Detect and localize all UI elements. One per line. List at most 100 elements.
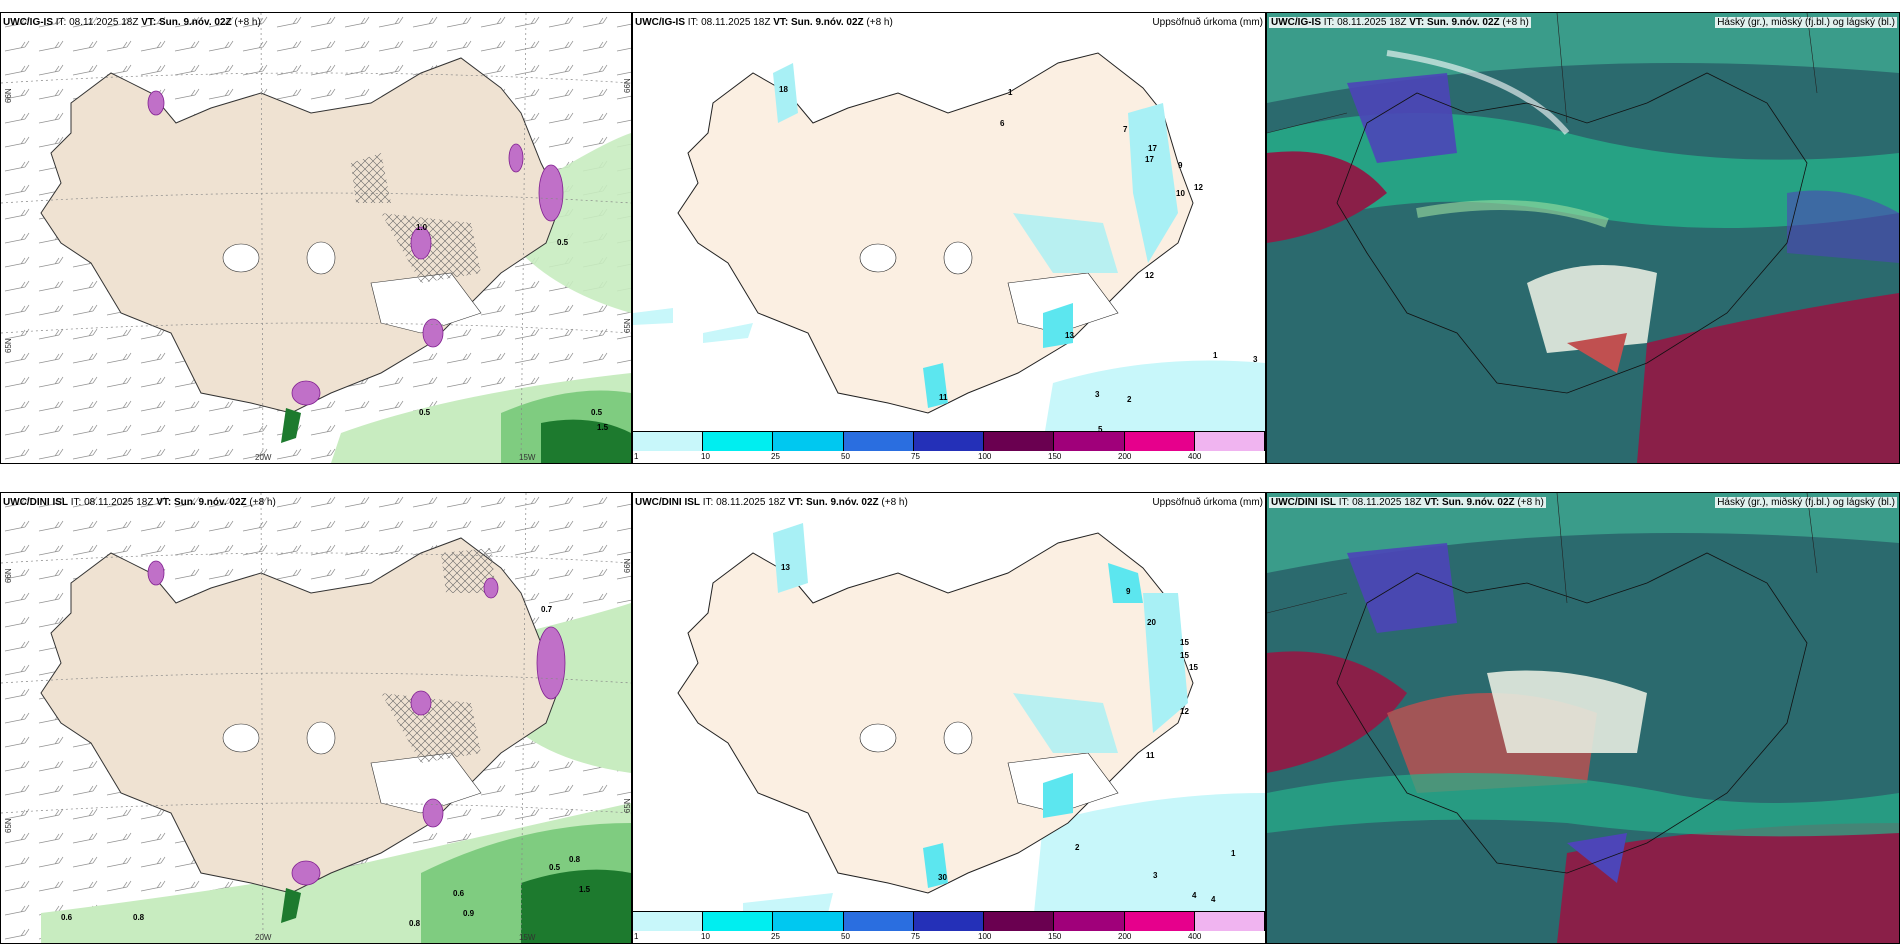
precip-value: 6 xyxy=(1000,119,1005,128)
precip-value: 0.9 xyxy=(463,909,475,918)
lat-label: 65N xyxy=(623,798,632,813)
lat-label: 65N xyxy=(4,338,13,353)
model-name: UWC/DINI ISL xyxy=(3,497,68,508)
colorbar-tick: 200 xyxy=(1118,932,1132,941)
panel-bottom-middle-precip: UWC/DINI ISL IT: 08.11.2025 18Z VT: Sun.… xyxy=(632,492,1266,944)
precip-value: 1 xyxy=(1008,88,1013,97)
init-prefix: IT: xyxy=(687,17,699,28)
precip-value: 2 xyxy=(1075,843,1080,852)
colorbar-tick: 400 xyxy=(1188,932,1202,941)
lead-time: (+8 h) xyxy=(866,17,893,28)
panel-header: UWC/DINI ISL IT: 08.11.2025 18Z VT: Sun.… xyxy=(3,497,276,508)
precip-value: 3 xyxy=(1153,871,1158,880)
colorbar-tick: 50 xyxy=(841,452,850,461)
precip-value: 1.5 xyxy=(597,423,609,432)
precip-value: 12 xyxy=(1145,271,1154,280)
precip-value: 5 xyxy=(1098,425,1103,434)
precip-colorbar xyxy=(633,431,1265,451)
colorbar-tick: 150 xyxy=(1048,452,1062,461)
lat-label: 66N xyxy=(623,78,632,93)
precip-value: 0.7 xyxy=(541,605,553,614)
lon-label: 15W xyxy=(519,453,536,462)
colorbar-swatch xyxy=(703,432,774,451)
colorbar-tick: 10 xyxy=(701,932,710,941)
panel-header: UWC/DINI ISL IT: 08.11.2025 18Z VT: Sun.… xyxy=(635,497,908,508)
precip-value: 15 xyxy=(1189,663,1198,672)
model-name: UWC/IG-IS xyxy=(1271,17,1321,28)
model-name: UWC/DINI ISL xyxy=(635,497,700,508)
colorbar-swatch xyxy=(1194,432,1265,451)
precip-value: 4 xyxy=(1192,891,1197,900)
lead-time: (+8 h) xyxy=(249,497,276,508)
colorbar-swatch xyxy=(1194,912,1265,931)
panel-top-middle-precip: UWC/IG-IS IT: 08.11.2025 18Z VT: Sun. 9.… xyxy=(632,12,1266,464)
cloud-map xyxy=(1267,13,1899,463)
colorbar-tick: 100 xyxy=(978,932,992,941)
valid-time: VT: Sun. 9.nóv. 02Z xyxy=(773,17,864,28)
colorbar-swatch xyxy=(1054,432,1125,451)
lon-label: 20W xyxy=(255,453,272,462)
init-prefix: IT: xyxy=(702,497,714,508)
init-prefix: IT: xyxy=(1323,17,1335,28)
init-time: 08.11.2025 18Z xyxy=(1337,17,1407,28)
lat-label: 65N xyxy=(623,318,632,333)
init-prefix: IT: xyxy=(70,497,82,508)
precip-value: 1.5 xyxy=(579,885,591,894)
colorbar-swatch xyxy=(913,432,985,451)
precip-value: 12 xyxy=(1180,707,1189,716)
panel-title: Uppsöfnuð úrkoma (mm) xyxy=(1152,497,1263,508)
precip-value: 10 xyxy=(1176,189,1185,198)
precip-value: 18 xyxy=(779,85,788,94)
init-time: 08.11.2025 18Z xyxy=(84,497,154,508)
precip-value: 2 xyxy=(1127,395,1132,404)
colorbar-tick: 200 xyxy=(1118,452,1132,461)
precip-value: 3 xyxy=(1095,390,1100,399)
precip-value: 0.8 xyxy=(133,913,145,922)
precip-value: 9 xyxy=(1126,587,1131,596)
colorbar-swatch xyxy=(1124,432,1195,451)
precip-value: 0.8 xyxy=(569,855,581,864)
panel-title: Uppsöfnuð úrkoma (mm) xyxy=(1152,17,1263,28)
panel-header: UWC/IG-IS IT: 08.11.2025 18Z VT: Sun. 9.… xyxy=(3,17,261,28)
colorbar-swatch xyxy=(633,912,704,931)
precip-value: 0.6 xyxy=(61,913,73,922)
precip-value: 12 xyxy=(1194,183,1203,192)
precip-value: 20 xyxy=(1147,618,1156,627)
precip-value: 3 xyxy=(1253,355,1258,364)
precip-value: 0.8 xyxy=(409,919,421,928)
init-time: 08.11.2025 18Z xyxy=(716,497,786,508)
precip-value: 9 xyxy=(1178,161,1183,170)
colorbar-swatch xyxy=(843,912,914,931)
colorbar-swatch xyxy=(984,912,1055,931)
colorbar-tick: 75 xyxy=(911,452,920,461)
cloud-map xyxy=(1267,493,1899,943)
colorbar-tick: 50 xyxy=(841,932,850,941)
panel-top-left-wind: UWC/IG-IS IT: 08.11.2025 18Z VT: Sun. 9.… xyxy=(0,12,632,464)
valid-time: VT: Sun. 9.nóv. 02Z xyxy=(156,497,247,508)
precip-value: 13 xyxy=(1065,331,1074,340)
panel-title: Háský (gr.), miðský (fj.bl.) og lágský (… xyxy=(1715,17,1897,28)
precip-value: 15 xyxy=(1180,638,1189,647)
wind-map xyxy=(1,13,631,463)
lon-label: 20W xyxy=(255,933,272,942)
panel-title: Háský (gr.), miðský (fj.bl.) og lágský (… xyxy=(1715,497,1897,508)
precip-value: 7 xyxy=(1123,125,1128,134)
colorbar-swatch xyxy=(633,432,704,451)
precip-value: 15 xyxy=(1180,651,1189,660)
colorbar-tick: 1 xyxy=(634,932,639,941)
precip-value: 30 xyxy=(938,873,947,882)
lat-label: 66N xyxy=(623,558,632,573)
precip-value: 11 xyxy=(939,393,948,402)
model-name: UWC/IG-IS xyxy=(3,17,53,28)
colorbar-tick: 1 xyxy=(634,452,639,461)
precip-value: 4 xyxy=(1211,895,1216,904)
wind-map xyxy=(1,493,631,943)
panel-bottom-right-clouds: UWC/DINI ISL IT: 08.11.2025 18Z VT: Sun.… xyxy=(1266,492,1900,944)
lat-label: 66N xyxy=(4,568,13,583)
colorbar-swatch xyxy=(1054,912,1125,931)
colorbar-swatch xyxy=(773,432,844,451)
panel-header: UWC/IG-IS IT: 08.11.2025 18Z VT: Sun. 9.… xyxy=(1269,17,1531,28)
init-time: 08.11.2025 18Z xyxy=(1352,497,1422,508)
lead-time: (+8 h) xyxy=(1502,17,1529,28)
panel-bottom-left-wind: UWC/DINI ISL IT: 08.11.2025 18Z VT: Sun.… xyxy=(0,492,632,944)
